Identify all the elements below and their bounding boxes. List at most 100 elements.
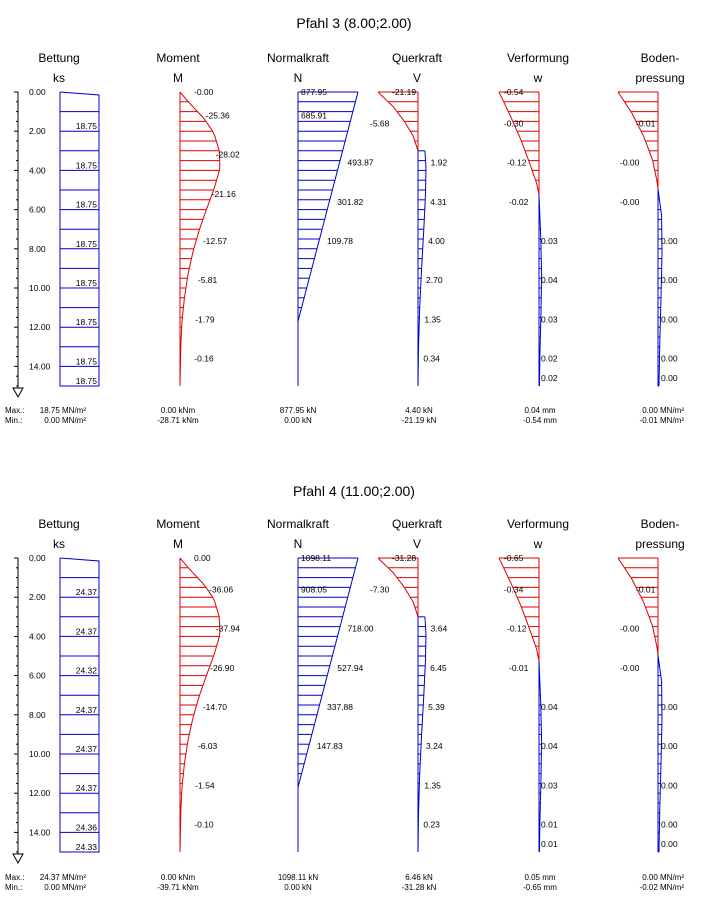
verformung-value: 0.04 [541,702,558,712]
verformung-pos-profile [538,194,543,387]
bettung-max: 18.75 MN/m² [40,406,87,415]
normalkraft-profile: 877.95 685.91 493.87 301.82 109.78 [297,87,374,386]
querkraft-value: 1.92 [431,158,448,168]
verformung-neg-profile [498,557,540,661]
bettung-profile: 24.37 24.37 24.32 24.37 24.37 24.37 24.36 24.33 [59,557,100,853]
statistics-row: Max.:Min.: 18.75 MN/m²0.00 MN/m² 0.00 kNm -… [5,406,684,425]
verformung-value: -0.34 [504,584,524,594]
querkraft-value: 0.23 [423,820,440,830]
max-label: Max.: [5,406,25,415]
boden-value: 0.00 [661,373,678,383]
verformung-pos-profile-curve [538,660,543,853]
moment-value: -6.03 [198,741,218,751]
depth-arrow-icon [12,387,24,399]
bettung-value: 24.36 [76,822,98,832]
verformung-value: -0.01 [509,663,529,673]
boden-value: 0.00 [661,741,678,751]
normalkraft-value: 685.91 [301,111,327,121]
boden-neg-profile [617,91,659,190]
moment-value: -21.16 [212,189,236,199]
verformung-value: 0.02 [541,373,558,383]
querkraft-value: -7.30 [370,584,390,594]
depth-tick-label: 6.00 [29,671,46,681]
verformung-value: 0.03 [541,236,558,246]
normalkraft-max: 877.95 kN [280,406,317,415]
moment-value: -1.54 [195,780,215,790]
depth-tick-label: 0.00 [29,553,46,563]
column-unit-verformung: w [533,71,543,85]
bettung-value: 24.37 [76,705,98,715]
moment-min: -39.71 kNm [157,883,199,892]
verformung-value: 0.04 [541,275,558,285]
column-header-verformung: Verformung [507,517,569,531]
column-unit-normalkraft: N [294,537,303,551]
depth-tick-label: 4.00 [29,631,46,641]
bettung-value: 24.37 [76,744,98,754]
boden-max: 0.00 MN/m² [642,873,684,882]
boden-value: -0.01 [636,584,656,594]
pile-block-4: Pfahl 4 (11.00;2.00) Bettung ks Moment M Norm… [5,483,685,892]
boden-value: -0.00 [620,624,640,634]
depth-axis: 0.00 2.00 4.00 6.00 8.00 10.00 12.00 14.00 [12,87,51,399]
min-label: Min.: [5,416,22,425]
bettung-value: 24.33 [76,842,98,852]
depth-tick-label: 6.00 [29,205,46,215]
verformung-value: -0.65 [504,553,524,563]
boden-value: 0.00 [661,839,678,849]
boden-value: 0.00 [661,275,678,285]
verformung-max: 0.04 mm [524,406,555,415]
moment-profile: -0.00 -25.36 -28.02 -21.16 -12.57 -5.81 -1.79 -… [179,87,240,387]
moment-value: -12.57 [203,236,227,246]
depth-tick-label: 8.00 [29,244,46,254]
moment-value: -37.94 [216,624,240,634]
boden-min: -0.01 MN/m² [640,416,685,425]
verformung-value: 0.01 [541,820,558,830]
normalkraft-value: 1098.11 [301,553,331,563]
normalkraft-max: 1098.11 kN [278,873,319,882]
normalkraft-value: 493.87 [348,158,374,168]
bettung-min: 0.00 MN/m² [44,883,86,892]
boden-value: -0.00 [620,158,640,168]
column-header-moment: Moment [156,51,200,65]
min-label: Min.: [5,883,22,892]
boden-value: 0.00 [661,820,678,830]
normalkraft-profile-curve [297,91,359,322]
querkraft-value: 1.35 [424,314,441,324]
moment-value: 0.00 [194,553,211,563]
depth-tick-label: 10.00 [29,283,51,293]
column-unit-bettung: ks [53,537,65,551]
boden-value: 0.00 [661,354,678,364]
depth-tick-label: 4.00 [29,165,46,175]
verformung-min: -0.54 mm [523,416,557,425]
moment-value: -0.00 [194,87,214,97]
depth-tick-label: 12.00 [29,788,51,798]
depth-tick-label: 10.00 [29,749,51,759]
boden-neg-profile [617,557,659,656]
depth-tick-label: 14.00 [29,827,51,837]
column-unit-querkraft: V [413,537,421,551]
querkraft-neg-profile [377,91,419,151]
bettung-value: 18.75 [76,160,98,170]
column-unit-moment: M [173,537,183,551]
verformung-neg-profile [498,91,540,195]
depth-arrow-icon [12,853,24,865]
bettung-min: 0.00 MN/m² [44,416,86,425]
moment-value: -5.81 [198,275,218,285]
bettung-profile: 18.75 18.75 18.75 18.75 18.75 18.75 18.75 18.75 [59,91,100,387]
moment-value: -14.70 [203,702,227,712]
moment-value: -36.06 [209,584,233,594]
moment-max: 0.00 kNm [161,406,196,415]
verformung-value: -0.12 [507,158,527,168]
querkraft-value: -5.68 [370,118,390,128]
bettung-value: 24.37 [76,626,98,636]
normalkraft-min: 0.00 kN [284,883,312,892]
verformung-max: 0.05 mm [524,873,555,882]
normalkraft-min: 0.00 kN [284,416,312,425]
bettung-value: 18.75 [76,200,98,210]
column-unit-normalkraft: N [294,71,303,85]
depth-tick-label: 2.00 [29,592,46,602]
verformung-neg-profile-curve [498,91,540,195]
bettung-value: 24.37 [76,783,98,793]
normalkraft-value: 718.00 [348,624,374,634]
column-header-verformung: Verformung [507,51,569,65]
